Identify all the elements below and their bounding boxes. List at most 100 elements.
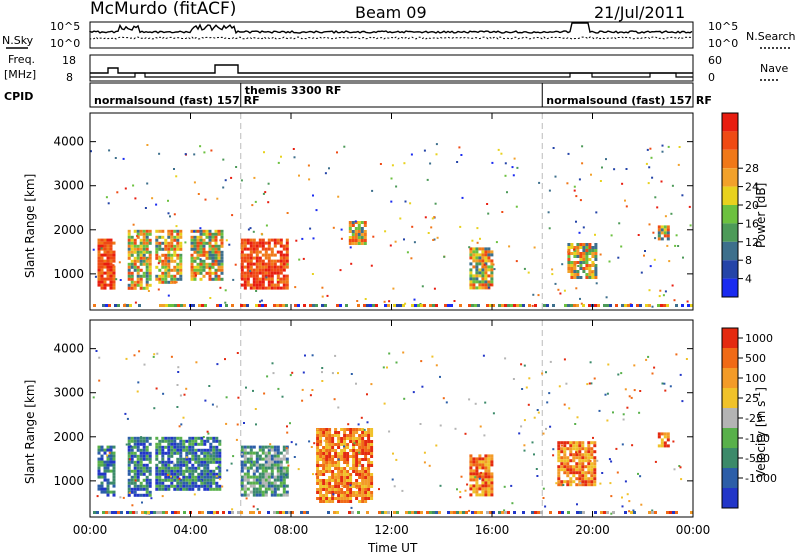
echo-cell (164, 487, 168, 491)
echo-cell (100, 268, 104, 272)
echo-cell (478, 280, 482, 284)
echo-cell (328, 482, 332, 485)
echo-cell (133, 481, 137, 485)
echo-cell (103, 475, 107, 479)
echo-cell (355, 467, 359, 470)
echo-cell (206, 436, 210, 440)
echo-cell (340, 437, 344, 440)
echo-cell (350, 262, 353, 265)
echo-cell (657, 237, 661, 241)
echo-cell (127, 271, 131, 275)
echo-cell (322, 461, 326, 464)
echo-cell (243, 457, 247, 461)
echo-cell (361, 443, 365, 446)
echo-cell (542, 432, 545, 435)
echo-cell (355, 470, 359, 473)
echo-cell (273, 286, 277, 290)
echo-cell (282, 487, 286, 491)
echo-cell (334, 452, 338, 455)
echo-cell (162, 304, 165, 307)
echo-cell (161, 460, 165, 464)
echo-cell (343, 428, 347, 431)
echo-cell (142, 469, 146, 473)
echo-cell (252, 256, 256, 260)
echo-cell (357, 242, 361, 245)
echo-cell (523, 364, 526, 367)
echo-cell (355, 487, 358, 490)
echo-cell (175, 175, 178, 178)
echo-cell (685, 358, 688, 360)
echo-cell (136, 493, 140, 497)
echo-cell (364, 434, 368, 437)
echo-cell (252, 481, 256, 485)
echo-cell (173, 213, 176, 216)
echo-cell (594, 264, 598, 267)
echo-cell (114, 511, 117, 514)
echo-cell (246, 265, 250, 269)
echo-cell (604, 393, 607, 396)
echo-cell (282, 265, 286, 269)
echo-cell (593, 474, 597, 478)
echo-cell (350, 373, 353, 375)
echo-cell (279, 511, 282, 514)
echo-cell (157, 288, 160, 291)
echo-cell (588, 264, 592, 267)
echo-cell (235, 438, 238, 441)
echo-cell (129, 511, 132, 514)
echo-cell (188, 436, 192, 440)
echo-cell (560, 483, 564, 487)
echo-cell (170, 478, 174, 482)
echo-cell (295, 239, 298, 242)
echo-cell (331, 476, 335, 479)
echo-cell (528, 377, 531, 380)
nave-trace (90, 72, 693, 78)
echo-cell (215, 475, 218, 478)
echo-cell (234, 263, 237, 266)
echo-cell (285, 259, 289, 263)
echo-cell (249, 247, 253, 251)
echo-cell (176, 448, 180, 452)
colorbar-cell (722, 205, 738, 224)
echo-cell (206, 478, 210, 482)
echo-cell (136, 487, 140, 491)
echo-cell (158, 268, 162, 272)
echo-cell (321, 367, 324, 369)
echo-cell (205, 232, 209, 236)
echo-cell (142, 235, 146, 239)
echo-cell (633, 511, 636, 514)
echo-cell (370, 264, 373, 267)
echo-cell (148, 466, 152, 470)
echo-cell (97, 487, 101, 491)
echo-cell (211, 265, 215, 269)
echo-cell (240, 475, 244, 479)
echo-cell (199, 227, 202, 230)
echo-cell (468, 509, 471, 512)
echo-cell (279, 262, 283, 266)
echo-cell (106, 253, 110, 257)
echo-cell (475, 487, 479, 491)
echo-cell (581, 162, 584, 165)
echo-cell (173, 238, 177, 242)
echo-cell (532, 293, 535, 296)
echo-cell (487, 212, 490, 215)
echo-cell (191, 457, 195, 461)
echo-cell (258, 262, 262, 266)
echo-cell (255, 262, 259, 266)
echo-cell (574, 423, 577, 425)
echo-cell (285, 250, 289, 254)
echo-cell (130, 283, 134, 287)
echo-cell (610, 460, 613, 463)
echo-cell (370, 428, 374, 431)
echo-cell (475, 466, 479, 470)
echo-cell (591, 246, 595, 249)
echo-cell (328, 488, 332, 491)
echo-cell (264, 274, 268, 278)
echo-cell (261, 490, 265, 494)
echo-cell (624, 480, 627, 483)
echo-cell (285, 304, 288, 307)
echo-cell (391, 478, 394, 481)
echo-cell (350, 506, 353, 509)
echo-cell (139, 466, 143, 470)
echo-cell (325, 455, 329, 458)
echo-cell (127, 472, 131, 476)
